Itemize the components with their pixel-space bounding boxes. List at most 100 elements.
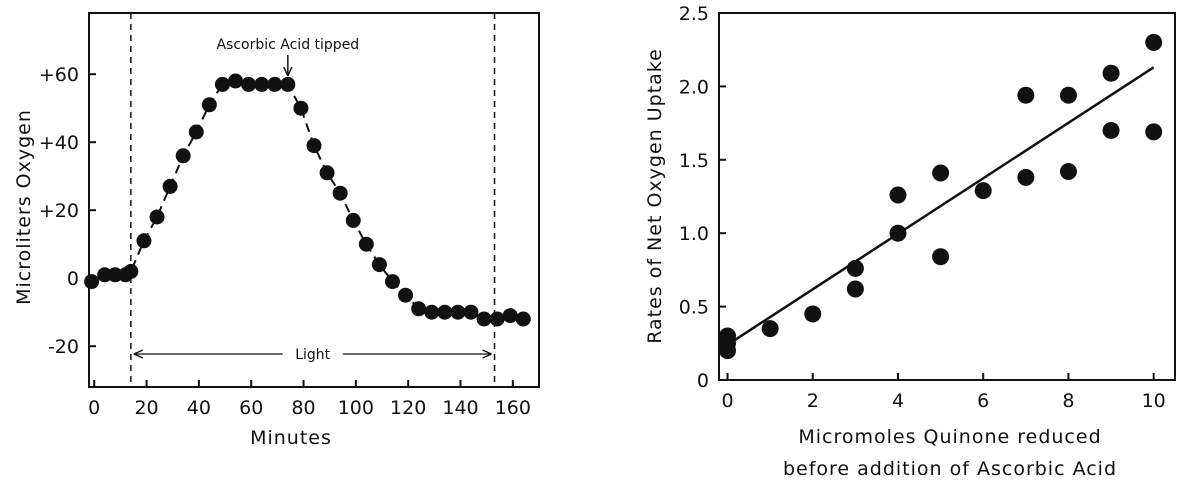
left-data-point bbox=[345, 212, 361, 228]
right-y-tick-label: 2.5 bbox=[679, 3, 709, 25]
left-data-point bbox=[175, 148, 191, 164]
left-x-tick-label: 120 bbox=[390, 397, 426, 419]
left-data-point bbox=[214, 76, 230, 92]
right-y-tick-label: 0.5 bbox=[679, 297, 709, 319]
ascorbic-arrowhead bbox=[283, 66, 293, 77]
right-plot-frame bbox=[718, 12, 1176, 381]
left-x-tick-label: 80 bbox=[291, 397, 315, 419]
left-data-point bbox=[398, 287, 414, 303]
right-x-axis-title-line-2: before addition of Ascorbic Acid bbox=[783, 458, 1117, 480]
left-y-axis-title: Microliters Oxygen bbox=[13, 109, 35, 305]
left-data-point bbox=[136, 233, 152, 249]
left-data-point bbox=[476, 311, 492, 327]
left-x-tick-label: 140 bbox=[442, 397, 478, 419]
left-y-tick-label: -20 bbox=[48, 336, 79, 358]
left-y-tick-label: +20 bbox=[39, 200, 79, 222]
left-data-point bbox=[450, 304, 466, 320]
left-connector-line bbox=[91, 79, 524, 320]
left-annotations: Light Ascorbic Acid tipped bbox=[130, 13, 496, 387]
left-data-point bbox=[149, 209, 165, 225]
right-y-tick-label: 2.0 bbox=[679, 76, 709, 98]
right-data-point bbox=[889, 186, 907, 204]
right-data-point bbox=[889, 224, 907, 242]
left-data-point bbox=[201, 97, 217, 113]
left-data-point bbox=[437, 304, 453, 320]
left-data-point bbox=[97, 267, 113, 283]
right-x-tick-label: 10 bbox=[1142, 390, 1166, 412]
right-data-point bbox=[1059, 86, 1077, 104]
left-data-point bbox=[489, 311, 505, 327]
left-data-point bbox=[254, 76, 270, 92]
left-data-point bbox=[424, 304, 440, 320]
ascorbic-acid-label: Ascorbic Acid tipped bbox=[216, 37, 359, 53]
left-x-tick-label: 40 bbox=[187, 397, 211, 419]
right-y-axis-title: Rates of Net Oxygen Uptake bbox=[644, 48, 666, 344]
right-data-point bbox=[719, 327, 737, 345]
left-y-tick-label: +60 bbox=[39, 64, 79, 86]
left-data-point bbox=[84, 274, 100, 290]
left-x-tick-label: 160 bbox=[495, 397, 531, 419]
left-data-point bbox=[515, 311, 531, 327]
left-data-point bbox=[267, 76, 283, 92]
right-data-point bbox=[932, 248, 950, 266]
left-x-tick-label: 100 bbox=[338, 397, 374, 419]
left-x-tick-label: 60 bbox=[239, 397, 263, 419]
left-y-tick-label: +40 bbox=[39, 132, 79, 154]
right-chart: 0 2 4 6 8 10 0 0.5 1.0 1.5 2.0 2.5 Micromoles Quino… bbox=[644, 3, 1176, 480]
left-data-point bbox=[319, 165, 335, 181]
right-data-point bbox=[846, 259, 864, 277]
left-data-point bbox=[463, 304, 479, 320]
left-data-point bbox=[358, 236, 374, 252]
left-data-point bbox=[228, 73, 244, 89]
left-data-point bbox=[502, 308, 518, 324]
right-data-points bbox=[719, 33, 1163, 360]
right-data-point bbox=[1017, 168, 1035, 186]
left-x-tick-label: 20 bbox=[134, 397, 158, 419]
light-arrowhead-right bbox=[482, 349, 492, 359]
right-x-axis-title-line-1: Micromoles Quinone reduced bbox=[798, 426, 1101, 448]
right-y-tick-label: 1.0 bbox=[679, 223, 709, 245]
left-data-point bbox=[107, 267, 123, 283]
left-data-point bbox=[188, 124, 204, 140]
left-plot-frame bbox=[88, 12, 540, 388]
left-y-tick-label: 0 bbox=[67, 268, 79, 290]
right-x-tick-label: 2 bbox=[807, 390, 819, 412]
right-data-point bbox=[804, 305, 822, 323]
right-trend-line bbox=[726, 66, 1155, 346]
right-data-point bbox=[1145, 123, 1163, 141]
right-x-tick-label: 0 bbox=[721, 390, 733, 412]
left-data-point bbox=[293, 100, 309, 116]
right-x-tick-label: 8 bbox=[1062, 390, 1074, 412]
left-data-point bbox=[280, 76, 296, 92]
left-data-point bbox=[162, 178, 178, 194]
left-data-point bbox=[384, 274, 400, 290]
left-data-point bbox=[371, 257, 387, 273]
left-data-point bbox=[123, 263, 139, 279]
light-label: Light bbox=[295, 347, 330, 363]
left-x-tick-label: 0 bbox=[88, 397, 100, 419]
left-data-points bbox=[84, 73, 531, 327]
light-arrowhead-left bbox=[133, 349, 144, 359]
right-axes: 0 2 4 6 8 10 0 0.5 1.0 1.5 2.0 2.5 bbox=[679, 3, 1166, 412]
left-data-point bbox=[411, 301, 427, 317]
left-axes: 0 20 40 60 80 100 120 140 160 -20 0 +20 +40 +60 bbox=[39, 64, 531, 419]
right-y-tick-label: 1.5 bbox=[679, 150, 709, 172]
right-data-point bbox=[1102, 121, 1120, 139]
right-data-point bbox=[932, 164, 950, 182]
left-data-point bbox=[241, 76, 257, 92]
left-x-axis-title: Minutes bbox=[250, 427, 332, 449]
left-chart: 0 20 40 60 80 100 120 140 160 -20 0 +20 +40 +60 Light… bbox=[13, 12, 540, 449]
right-x-tick-label: 6 bbox=[977, 390, 989, 412]
right-data-point bbox=[1145, 33, 1163, 51]
right-data-point bbox=[974, 182, 992, 200]
right-x-tick-label: 4 bbox=[892, 390, 904, 412]
left-data-point bbox=[306, 138, 322, 154]
right-data-point bbox=[761, 320, 779, 338]
right-data-point bbox=[846, 280, 864, 298]
right-y-tick-label: 0 bbox=[697, 370, 709, 392]
right-data-point bbox=[1102, 64, 1120, 82]
left-data-point bbox=[332, 185, 348, 201]
right-data-point bbox=[1017, 86, 1035, 104]
right-data-point bbox=[1059, 163, 1077, 181]
